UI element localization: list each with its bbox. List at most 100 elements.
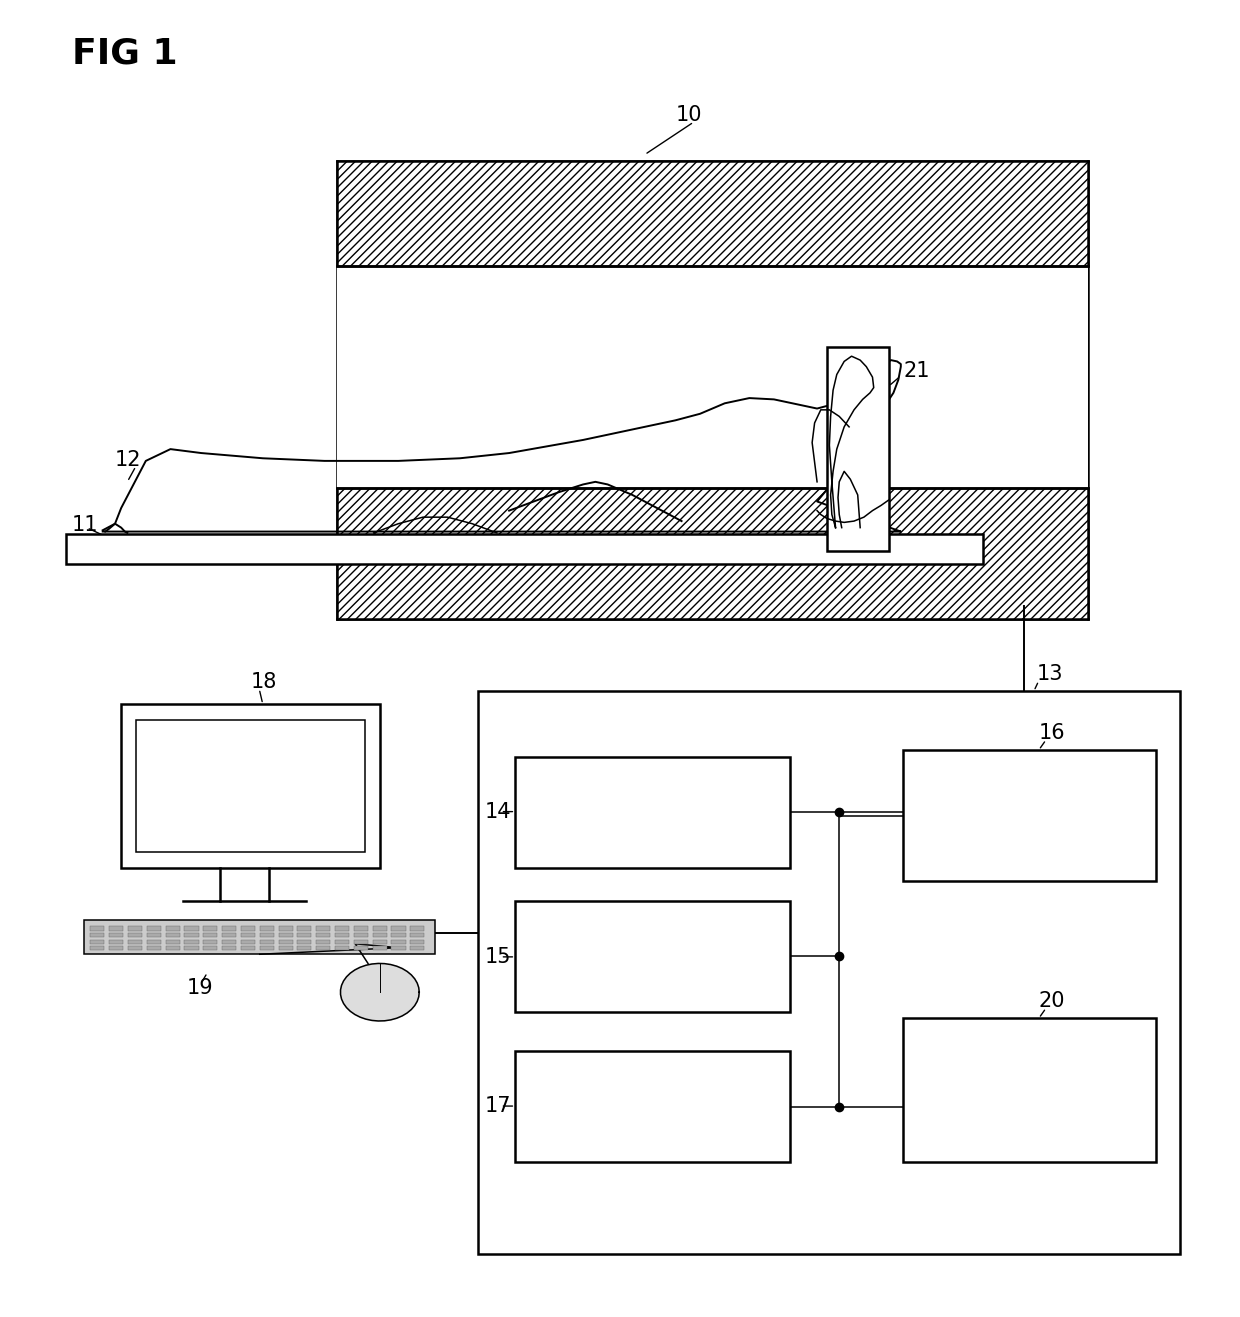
Bar	[353, 946, 368, 951]
Bar	[122, 705, 379, 868]
Bar	[109, 932, 123, 938]
Bar	[410, 939, 424, 944]
Text: 13: 13	[1037, 664, 1063, 685]
Bar	[185, 939, 198, 944]
Text: 18: 18	[250, 672, 277, 691]
Bar	[146, 932, 161, 938]
Text: 14: 14	[485, 802, 511, 822]
Bar	[203, 939, 217, 944]
Bar	[185, 926, 198, 931]
Bar	[373, 946, 387, 951]
Bar	[298, 932, 311, 938]
Bar	[392, 939, 405, 944]
Bar	[316, 939, 330, 944]
Bar	[373, 939, 387, 944]
Bar	[109, 946, 123, 951]
Text: 17: 17	[485, 1096, 511, 1115]
Bar	[337, 161, 1087, 266]
Bar	[479, 691, 1180, 1254]
Text: FIG 1: FIG 1	[72, 37, 177, 71]
Bar	[279, 926, 293, 931]
Bar	[222, 946, 236, 951]
Bar	[91, 939, 104, 944]
Bar	[222, 926, 236, 931]
Bar	[109, 939, 123, 944]
Bar	[392, 926, 405, 931]
Bar	[516, 901, 790, 1011]
Bar	[109, 926, 123, 931]
Bar	[903, 1018, 1156, 1163]
Bar	[279, 932, 293, 938]
Bar	[298, 946, 311, 951]
Bar	[335, 939, 350, 944]
Bar	[259, 939, 274, 944]
Bar	[827, 348, 889, 552]
Bar	[146, 926, 161, 931]
Bar	[516, 757, 790, 868]
Bar	[316, 932, 330, 938]
Bar	[241, 946, 255, 951]
Bar	[185, 932, 198, 938]
Text: 11: 11	[72, 515, 98, 535]
Bar	[166, 926, 180, 931]
Text: 16: 16	[1039, 723, 1065, 743]
Bar	[353, 926, 368, 931]
Bar	[259, 926, 274, 931]
Bar	[91, 926, 104, 931]
Bar	[203, 932, 217, 938]
Bar	[335, 932, 350, 938]
Bar	[241, 932, 255, 938]
Bar	[66, 535, 983, 564]
Bar	[337, 489, 1087, 619]
Bar	[128, 932, 143, 938]
Text: 20: 20	[1039, 992, 1065, 1011]
Bar	[392, 932, 405, 938]
Polygon shape	[341, 964, 419, 1021]
Bar	[353, 932, 368, 938]
Bar	[298, 926, 311, 931]
Bar	[259, 932, 274, 938]
Bar	[203, 926, 217, 931]
Bar	[392, 946, 405, 951]
Bar	[128, 926, 143, 931]
Bar	[335, 946, 350, 951]
Text: 10: 10	[676, 105, 702, 125]
Bar	[241, 939, 255, 944]
Bar	[146, 939, 161, 944]
Bar	[222, 939, 236, 944]
Bar	[410, 932, 424, 938]
Bar	[91, 946, 104, 951]
Bar	[128, 939, 143, 944]
Text: 21: 21	[903, 361, 930, 381]
Bar	[128, 946, 143, 951]
Bar	[203, 946, 217, 951]
Bar	[373, 926, 387, 931]
Bar	[410, 926, 424, 931]
Text: 19: 19	[186, 979, 213, 998]
Bar	[316, 946, 330, 951]
Bar	[279, 939, 293, 944]
Bar	[185, 946, 198, 951]
Bar	[241, 926, 255, 931]
Bar	[146, 946, 161, 951]
Bar	[136, 720, 365, 852]
Bar	[337, 266, 1087, 489]
Bar	[166, 946, 180, 951]
Bar	[373, 932, 387, 938]
Bar	[298, 939, 311, 944]
Bar	[166, 939, 180, 944]
Bar	[410, 946, 424, 951]
Bar	[903, 751, 1156, 881]
Bar	[222, 932, 236, 938]
Bar	[91, 932, 104, 938]
Text: 12: 12	[115, 449, 141, 470]
Bar	[316, 926, 330, 931]
Bar	[259, 946, 274, 951]
Bar	[84, 921, 435, 955]
Bar	[516, 1051, 790, 1163]
Bar	[353, 939, 368, 944]
Text: 15: 15	[485, 947, 511, 967]
Bar	[335, 926, 350, 931]
Bar	[166, 932, 180, 938]
Bar	[279, 946, 293, 951]
